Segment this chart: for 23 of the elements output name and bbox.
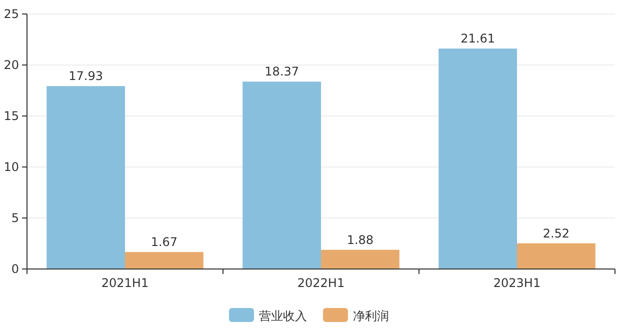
y-tick-label: 25: [4, 7, 19, 21]
y-tick-label: 5: [11, 211, 19, 225]
x-tick-label: 2023H1: [493, 276, 541, 290]
data-label: 17.93: [68, 69, 103, 84]
data-label: 2.52: [542, 226, 570, 240]
data-label: 1.88: [346, 232, 374, 247]
bar: [125, 252, 204, 269]
y-tick-label: 10: [4, 160, 19, 174]
data-label: 18.37: [264, 64, 299, 79]
bar: [321, 250, 400, 269]
legend-label: 营业收入: [259, 309, 307, 323]
data-label: 1.67: [150, 234, 178, 249]
bar: [438, 48, 517, 269]
bar: [517, 243, 596, 269]
x-tick-label: 2021H1: [101, 276, 149, 290]
y-tick-label: 15: [4, 109, 19, 123]
bar: [46, 86, 125, 269]
data-label: 21.61: [460, 32, 495, 46]
x-tick-label: 2022H1: [297, 276, 345, 290]
y-tick-label: 0: [11, 262, 19, 276]
bar: [242, 82, 321, 269]
y-tick-label: 20: [4, 58, 19, 72]
legend-label: 净利润: [353, 309, 389, 323]
